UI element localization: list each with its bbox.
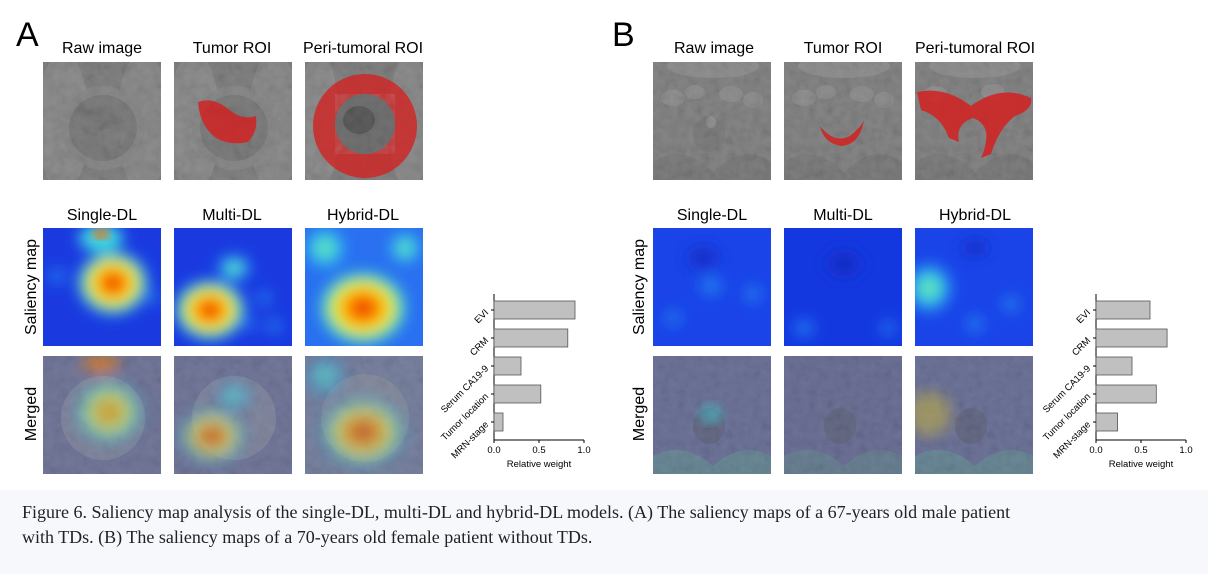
panel-b-chart-bar-0 — [1095, 300, 1151, 320]
panel-b-merged-single-dl — [653, 356, 771, 474]
panel-b-chart-bar-2 — [1095, 356, 1133, 376]
panel-b-chart-xtick-label-2: 1.0 — [1179, 445, 1192, 456]
panel-a-peritumoral-roi-image — [305, 62, 423, 180]
panel-b-saliency-multi-dl — [784, 228, 902, 346]
panel-a-title-hybrid-dl: Hybrid-DL — [326, 207, 399, 224]
figure-caption: Figure 6. Saliency map analysis of the s… — [22, 502, 1011, 547]
panel-a-row-label-merged: Merged — [23, 386, 40, 442]
panel-a-merged-hybrid-dl — [305, 356, 423, 474]
figure: A Raw image Tumor ROI Peri-tumoral ROI — [16, 16, 1202, 480]
panel-b-chart-bar-1 — [1095, 328, 1168, 348]
panel-b-chart-xlabel: Relative weight — [1109, 459, 1174, 470]
panel-a-chart-xtick-label-1: 0.5 — [532, 445, 545, 456]
panel-a-tumor-roi-image — [174, 62, 292, 180]
panel-a-saliency-multi-dl — [174, 228, 292, 346]
panel-b-title-tumor-roi: Tumor ROI — [803, 40, 883, 57]
panel-a-chart-category-label-1: CRM — [468, 335, 491, 358]
panel-a-title-tumor-roi: Tumor ROI — [192, 40, 272, 57]
panel-b-weight-chart: EVI CRM Serum CA19-9 Tumor location MRN-stag… — [1012, 290, 1202, 480]
panel-a-letter: A — [16, 16, 39, 54]
panel-a-chart-bar-4 — [493, 412, 504, 432]
panel-a-title-single-dl: Single-DL — [66, 207, 138, 224]
panel-b-raw-image — [653, 62, 771, 180]
panel-b-saliency-hybrid-dl — [915, 228, 1033, 346]
panel-b-title-single-dl: Single-DL — [676, 207, 748, 224]
panel-b-chart-xtick-label-0: 0.0 — [1089, 445, 1102, 456]
panel-b-tumor-roi-image — [784, 62, 902, 180]
panel-a-chart-xlabel: Relative weight — [507, 459, 572, 470]
panel-a-saliency-single-dl — [43, 228, 161, 346]
panel-a-title-peritumoral-roi: Peri-tumoral ROI — [302, 40, 424, 57]
panel-b-row-label-merged: Merged — [631, 386, 648, 442]
panel-a-row-label-saliency: Saliency map — [23, 238, 40, 336]
panel-a-chart-xtick-label-2: 1.0 — [577, 445, 590, 456]
panel-b-saliency-single-dl — [653, 228, 771, 346]
panel-b-peritumoral-roi-image — [915, 62, 1033, 180]
panel-b-title-peritumoral-roi: Peri-tumoral ROI — [914, 40, 1036, 57]
panel-b-chart-category-label-0: EVI — [1075, 307, 1094, 326]
panel-b-row-label-saliency: Saliency map — [631, 238, 648, 336]
panel-b-title-hybrid-dl: Hybrid-DL — [938, 207, 1011, 224]
panel-b-title-multi-dl: Multi-DL — [813, 207, 873, 224]
panel-a-chart-category-label-2: Serum CA19-9 — [439, 363, 491, 415]
panel-a-saliency-hybrid-dl — [305, 228, 423, 346]
panel-a-chart-category-label-0: EVI — [473, 307, 492, 326]
panel-a-merged-multi-dl — [174, 356, 292, 474]
panel-a-title-multi-dl: Multi-DL — [202, 207, 262, 224]
panel-b-merged-hybrid-dl — [915, 356, 1033, 474]
panel-a-chart-bar-2 — [493, 356, 522, 376]
panel-b-chart-bar-3 — [1095, 384, 1157, 404]
panel-a-raw-image — [43, 62, 161, 180]
panel-b-title-raw: Raw image — [673, 40, 755, 57]
panel-a-chart-bar-0 — [493, 300, 576, 320]
panel-b-chart-category-label-1: CRM — [1070, 335, 1093, 358]
panel-a-weight-chart: EVI CRM Serum CA19-9 Tumor location MRN-stag… — [410, 290, 600, 480]
panel-b-merged-multi-dl — [784, 356, 902, 474]
panel-b-letter: B — [612, 16, 635, 54]
panel-a-chart-bar-3 — [493, 384, 542, 404]
panel-a-title-raw: Raw image — [61, 40, 143, 57]
panel-a-chart-xtick-label-0: 0.0 — [487, 445, 500, 456]
panel-b-chart-xtick-label-1: 0.5 — [1134, 445, 1147, 456]
panel-b-chart-bar-4 — [1095, 412, 1119, 432]
caption-band — [0, 490, 1208, 574]
panel-b-chart-category-label-2: Serum CA19-9 — [1041, 363, 1093, 415]
panel-a-merged-single-dl — [43, 356, 161, 474]
panel-a-chart-bar-1 — [493, 328, 569, 348]
